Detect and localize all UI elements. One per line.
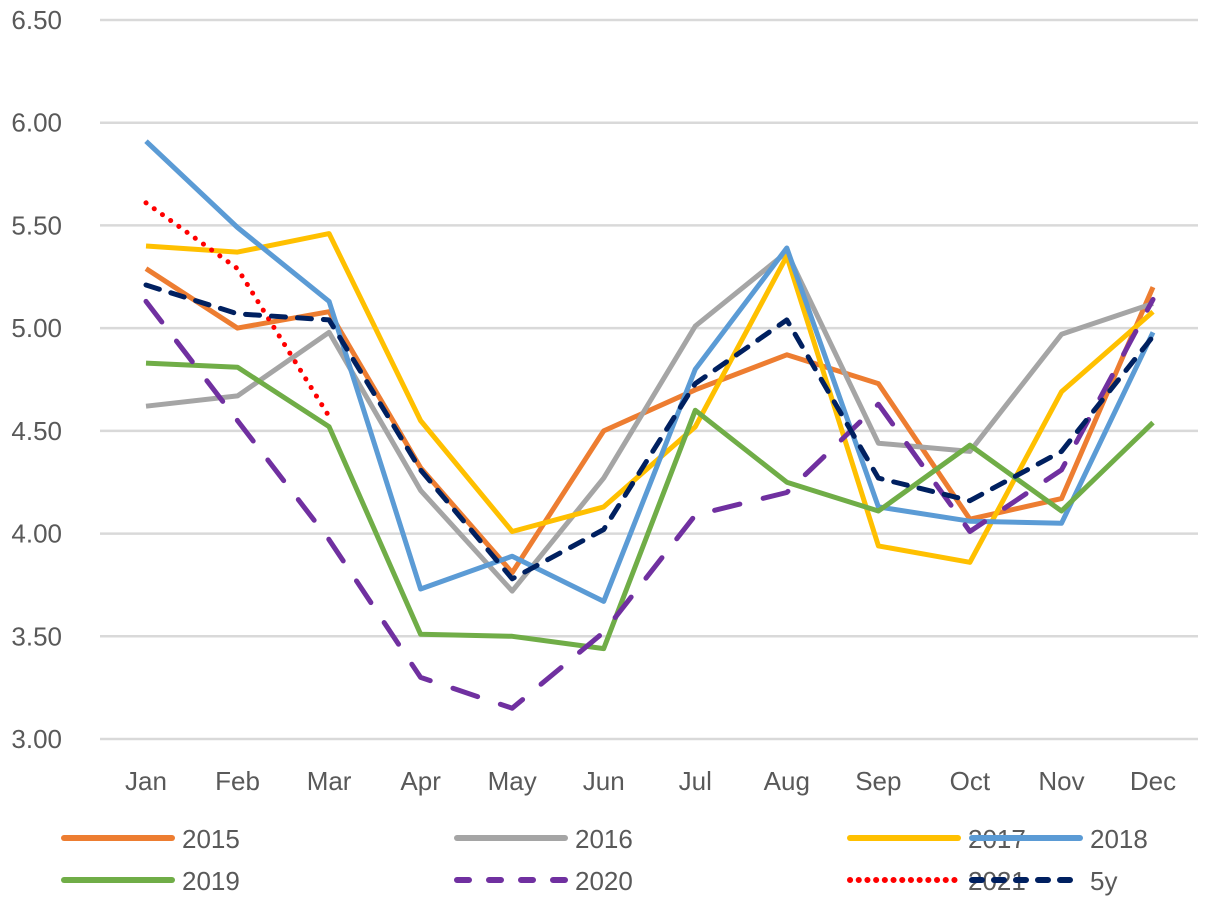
x-tick-label: Aug [764,766,810,796]
legend-label-2015: 2015 [182,824,240,854]
series-lines [143,139,1156,711]
series-line-2016 [145,249,1154,594]
y-tick-label: 5.00 [11,313,62,343]
y-tick-label: 4.00 [11,519,62,549]
series-line-5y [143,282,1156,582]
x-tick-label: Sep [855,766,901,796]
series-line-2015 [144,266,1156,576]
y-tick-label: 3.50 [11,621,62,651]
x-tick-label: Oct [950,766,991,796]
x-tick-label: Mar [307,766,352,796]
x-tick-label: Jul [679,766,712,796]
x-tick-label: May [488,766,537,796]
y-tick-label: 4.50 [11,416,62,446]
legend-label-2018: 2018 [1090,824,1148,854]
x-tick-label: Jun [583,766,625,796]
legend-label-2020: 2020 [575,866,633,896]
x-tick-label: Nov [1038,766,1084,796]
x-tick-label: Feb [215,766,260,796]
legend: 20152016201720182019202020215y [61,824,1148,896]
y-tick-label: 6.00 [11,108,62,138]
series-line-2017 [145,231,1155,565]
x-tick-label: Jan [125,766,167,796]
y-tick-label: 6.50 [11,5,62,35]
series-line-2021 [143,200,332,419]
x-axis-labels: Jan Feb Mar Apr May Jun Jul Aug Sep Oct Nov Dec [125,766,1176,796]
y-axis-labels: 3.00 3.50 4.00 4.50 5.00 5.50 6.00 6.50 [11,5,62,754]
x-tick-label: Dec [1130,766,1176,796]
y-tick-label: 3.00 [11,724,62,754]
legend-label-5y: 5y [1090,866,1117,896]
series-line-2019 [145,360,1155,652]
x-tick-label: Apr [400,766,441,796]
series-line-2020 [143,296,1156,711]
y-tick-label: 5.50 [11,210,62,240]
legend-label-2019: 2019 [182,866,240,896]
legend-label-2016: 2016 [575,824,633,854]
